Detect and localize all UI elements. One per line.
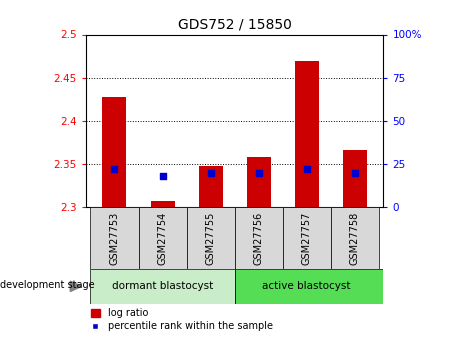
Point [111, 166, 118, 172]
Bar [235, 207, 282, 269]
Bar [343, 150, 367, 207]
Point [303, 166, 310, 172]
Point [255, 170, 262, 175]
Bar [151, 201, 175, 207]
Text: GSM27754: GSM27754 [157, 211, 167, 265]
Text: GSM27755: GSM27755 [206, 211, 216, 265]
Bar [331, 207, 378, 269]
Bar [187, 207, 235, 269]
Text: GSM27758: GSM27758 [350, 211, 359, 265]
Point [159, 173, 166, 179]
Bar [91, 207, 138, 269]
Bar [138, 207, 187, 269]
Bar [91, 269, 235, 304]
Bar [198, 166, 222, 207]
Text: dormant blastocyst: dormant blastocyst [112, 282, 213, 291]
Bar [247, 157, 271, 207]
Point [351, 170, 358, 175]
Text: GSM27756: GSM27756 [253, 211, 263, 265]
Polygon shape [70, 281, 81, 292]
Bar [295, 61, 318, 207]
Title: GDS752 / 15850: GDS752 / 15850 [178, 18, 291, 32]
Bar [235, 269, 383, 304]
Text: GSM27753: GSM27753 [110, 211, 120, 265]
Legend: log ratio, percentile rank within the sample: log ratio, percentile rank within the sa… [91, 308, 273, 332]
Bar [282, 207, 331, 269]
Text: active blastocyst: active blastocyst [262, 282, 351, 291]
Text: development stage: development stage [0, 280, 94, 289]
Bar [102, 98, 126, 207]
Text: GSM27757: GSM27757 [302, 211, 312, 265]
Point [207, 170, 214, 175]
